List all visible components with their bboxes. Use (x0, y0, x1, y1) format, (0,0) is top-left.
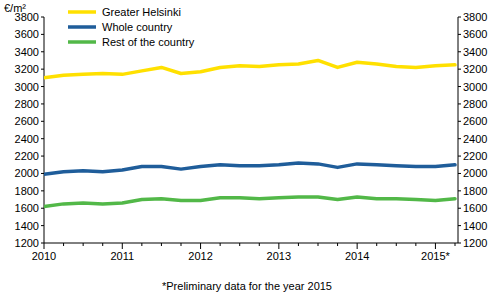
y-tick (458, 69, 461, 70)
x-tick (141, 243, 142, 246)
series-line (44, 60, 455, 77)
y-tick (458, 138, 461, 139)
y-tick (458, 225, 461, 226)
series-line (44, 197, 455, 207)
x-tick (298, 243, 299, 246)
y-tick (41, 225, 44, 226)
x-tick (239, 243, 240, 246)
y-tick (458, 208, 461, 209)
y-tick-label: 1800 (463, 185, 487, 197)
y-tick (458, 243, 461, 244)
y-tick-label: 3000 (463, 81, 487, 93)
legend-swatch (68, 25, 96, 29)
y-tick (41, 17, 44, 18)
y-tick (458, 86, 461, 87)
y-tick (41, 69, 44, 70)
y-tick (41, 34, 44, 35)
y-tick (41, 51, 44, 52)
y-tick (41, 156, 44, 157)
y-tick-label: 2200 (463, 150, 487, 162)
y-tick-label: 2200 (15, 150, 39, 162)
y-tick-label: 3000 (15, 81, 39, 93)
y-tick-label: 2000 (15, 167, 39, 179)
legend-swatch (68, 10, 96, 14)
y-tick (41, 103, 44, 104)
x-tick (396, 243, 397, 246)
y-tick (41, 208, 44, 209)
x-tick-label: 2015* (421, 250, 450, 262)
x-tick-label: 2011 (110, 250, 134, 262)
y-tick-label: 3200 (15, 63, 39, 75)
y-tick-label: 2800 (463, 98, 487, 110)
x-tick (318, 243, 319, 246)
y-tick-label: 1600 (15, 202, 39, 214)
y-tick (458, 103, 461, 104)
series-group (44, 60, 455, 206)
x-tick (415, 243, 416, 246)
y-tick (41, 121, 44, 122)
x-tick-label: 2010 (32, 250, 56, 262)
y-tick-label: 1200 (15, 237, 39, 249)
x-tick (161, 243, 162, 246)
x-tick-label: 2013 (267, 250, 291, 262)
x-tick (102, 243, 103, 246)
y-tick-label: 2400 (15, 133, 39, 145)
y-tick (41, 138, 44, 139)
x-tick (376, 243, 377, 246)
x-tick-label: 2014 (345, 250, 369, 262)
legend-label: Whole country (102, 21, 173, 33)
series-line (44, 163, 455, 174)
y-tick-label: 3600 (15, 28, 39, 40)
y-axis-label: €/m² (4, 2, 26, 14)
x-tick (278, 243, 279, 249)
legend-label: Greater Helsinki (102, 6, 181, 18)
x-tick (337, 243, 338, 246)
y-tick-label: 2600 (15, 115, 39, 127)
x-tick (200, 243, 201, 249)
x-tick (44, 243, 45, 249)
y-tick-label: 2600 (463, 115, 487, 127)
y-tick-label: 1200 (463, 237, 487, 249)
y-tick (458, 34, 461, 35)
x-tick (357, 243, 358, 249)
y-tick (458, 173, 461, 174)
y-tick (458, 190, 461, 191)
y-tick (458, 51, 461, 52)
legend-label: Rest of the country (102, 36, 195, 48)
y-tick-label: 1800 (15, 185, 39, 197)
y-tick-label: 3800 (463, 11, 487, 23)
y-tick-label: 1400 (463, 220, 487, 232)
y-tick-label: 2400 (463, 133, 487, 145)
y-tick-label: 3200 (463, 63, 487, 75)
y-tick-label: 1400 (15, 220, 39, 232)
x-tick (220, 243, 221, 246)
legend-swatch (68, 40, 96, 44)
y-axis-left (44, 17, 45, 243)
x-tick-label: 2012 (188, 250, 212, 262)
y-tick-label: 3400 (15, 46, 39, 58)
footnote: *Preliminary data for the year 2015 (162, 280, 332, 292)
x-tick (122, 243, 123, 249)
chart: 1200 1200 1400 1400 1600 1600 1800 1800 2000 2000… (0, 0, 494, 304)
x-tick (63, 243, 64, 246)
y-tick-label: 3600 (463, 28, 487, 40)
y-tick (458, 156, 461, 157)
x-tick (83, 243, 84, 246)
y-tick (41, 173, 44, 174)
x-tick (259, 243, 260, 246)
y-tick-label: 3400 (463, 46, 487, 58)
y-tick-label: 2000 (463, 167, 487, 179)
y-tick (458, 121, 461, 122)
y-tick-label: 2800 (15, 98, 39, 110)
x-tick (455, 243, 456, 246)
x-tick (181, 243, 182, 246)
y-axis-right (458, 17, 459, 243)
y-tick (41, 190, 44, 191)
y-tick (41, 86, 44, 87)
x-tick (435, 243, 436, 249)
y-tick-label: 1600 (463, 202, 487, 214)
y-tick (458, 17, 461, 18)
